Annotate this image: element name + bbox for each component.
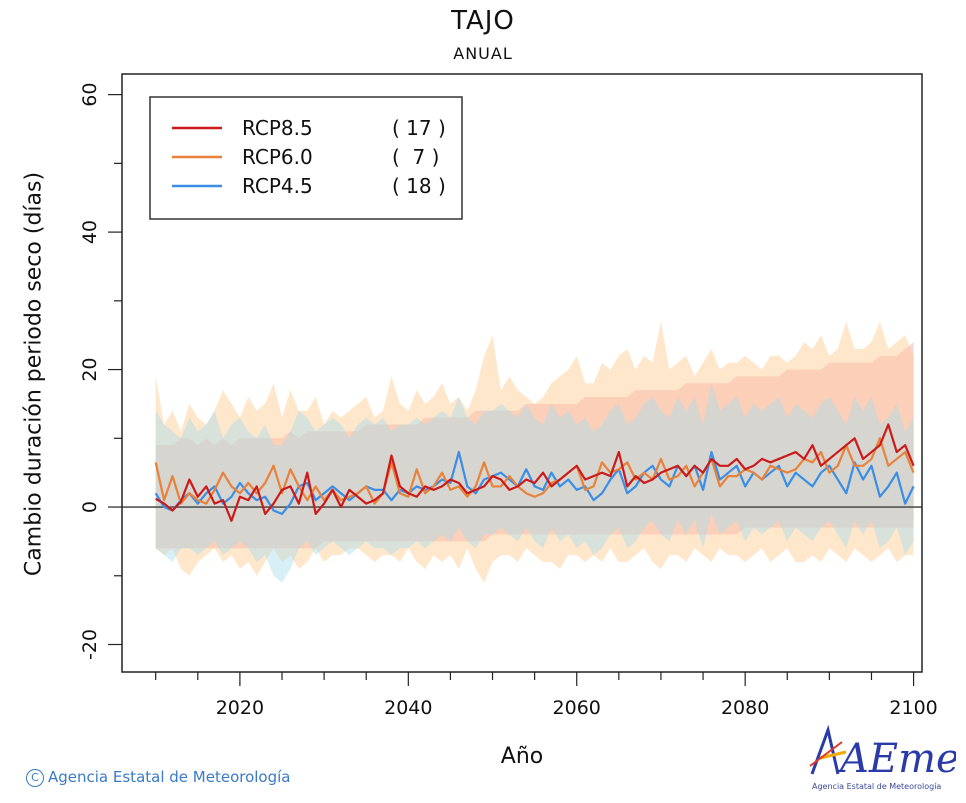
series-line-rcp45 [154, 450, 915, 516]
logo-wordmark: AEmet [836, 736, 956, 782]
x-tick-label: 2040 [384, 697, 432, 719]
logo-subtext: Agencia Estatal de Meteorología [812, 782, 942, 791]
x-axis: 2020 2040 2060 2080 2100 [155, 672, 938, 719]
y-tick-label: 20 [79, 357, 101, 381]
x-tick-label: 2100 [889, 697, 937, 719]
y-tick-label: 60 [79, 83, 101, 107]
legend: RCP8.5 ( 17 ) RCP6.0 ( 7 ) RCP4.5 ( 18 ) [149, 96, 463, 220]
y-tick-label: -20 [79, 629, 101, 660]
y-tick-label: 40 [79, 220, 101, 244]
series-line-rcp60 [154, 437, 915, 505]
x-axis-label: Año [500, 744, 544, 769]
plot-frame [121, 73, 923, 673]
copyright-notice: C Agencia Estatal de Meteorología [26, 768, 290, 787]
chart-title: TAJO [451, 6, 515, 36]
copyright-icon: C [26, 769, 44, 787]
x-tick-label: 2020 [216, 697, 264, 719]
legend-count: ( 18 ) [392, 174, 446, 198]
series-lines [154, 423, 915, 522]
uncertainty-bands [155, 321, 914, 583]
x-tick-label: 2060 [553, 697, 601, 719]
y-tick-label: 0 [79, 501, 101, 513]
legend-label: RCP8.5 [242, 116, 313, 140]
x-tick-label: 2080 [721, 697, 769, 719]
aemet-logo: AEmet Agencia Estatal de Meteorología [806, 722, 966, 794]
band-rcp60 [155, 321, 914, 583]
legend-count: ( 7 ) [392, 145, 439, 169]
legend-label: RCP6.0 [242, 145, 313, 169]
series-line-rcp85 [155, 423, 915, 522]
legend-count: ( 17 ) [392, 116, 446, 140]
y-axis-label: Cambio duración periodo seco (días) [21, 171, 47, 577]
copyright-text: Agencia Estatal de Meteorología [48, 768, 291, 786]
aemet-logo-mark: AEmet [809, 724, 966, 782]
y-axis: -20 0 20 40 60 [79, 83, 122, 660]
chart-subtitle: ANUAL [453, 44, 513, 63]
legend-label: RCP4.5 [242, 174, 313, 198]
